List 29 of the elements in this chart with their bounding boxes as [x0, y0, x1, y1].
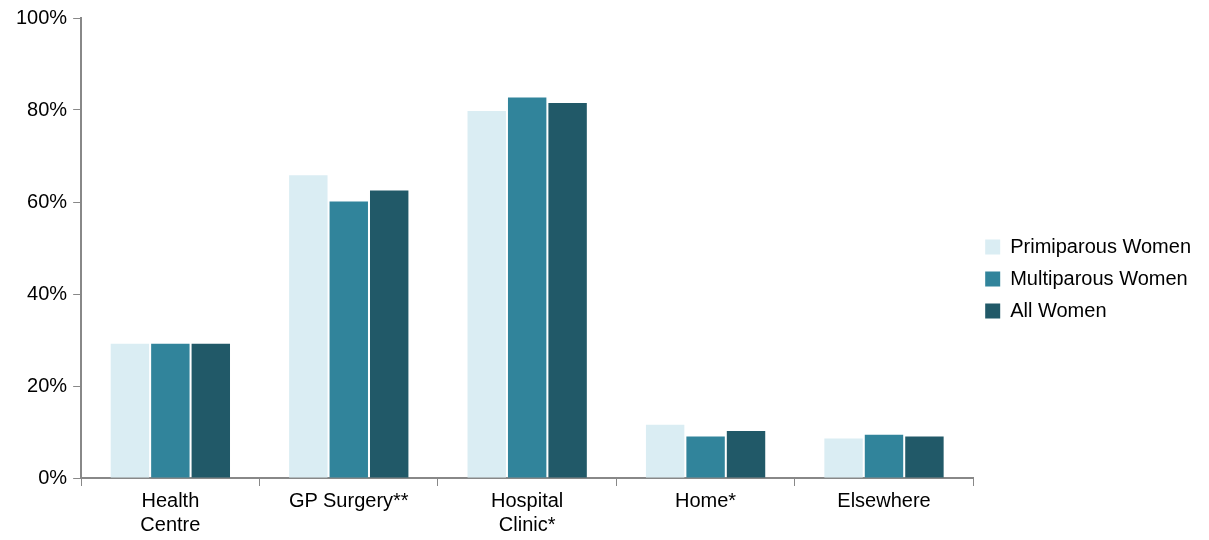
bar — [905, 436, 944, 478]
bar — [370, 190, 409, 478]
bar — [289, 175, 328, 478]
x-tick-label: Home* — [675, 488, 737, 511]
bar — [151, 343, 190, 478]
bar — [548, 103, 587, 478]
y-tick-label: 40% — [27, 281, 68, 304]
x-tick-label: GP Surgery** — [288, 488, 409, 511]
bar — [329, 201, 368, 478]
bar — [686, 436, 725, 478]
y-tick-label: 0% — [38, 465, 68, 488]
bar — [864, 434, 904, 478]
y-tick-label: 60% — [27, 189, 68, 212]
bar — [191, 343, 231, 478]
bar — [824, 438, 863, 478]
bar — [726, 431, 766, 478]
legend-label: All Women — [1010, 298, 1107, 321]
x-tick-label: Health Centre — [140, 488, 201, 535]
bar — [645, 424, 685, 478]
y-tick-label: 20% — [27, 373, 68, 396]
bar — [507, 97, 547, 478]
bar — [467, 110, 506, 478]
legend-label: Multiparous Women — [1010, 266, 1188, 289]
y-tick-label: 80% — [27, 97, 68, 120]
legend-label: Primiparous Women — [1010, 234, 1192, 257]
bar — [110, 343, 150, 478]
y-tick-label: 100% — [16, 5, 68, 28]
x-tick-label: Elsewhere — [837, 488, 931, 511]
x-tick-label: Hospital Clinic* — [491, 488, 564, 535]
